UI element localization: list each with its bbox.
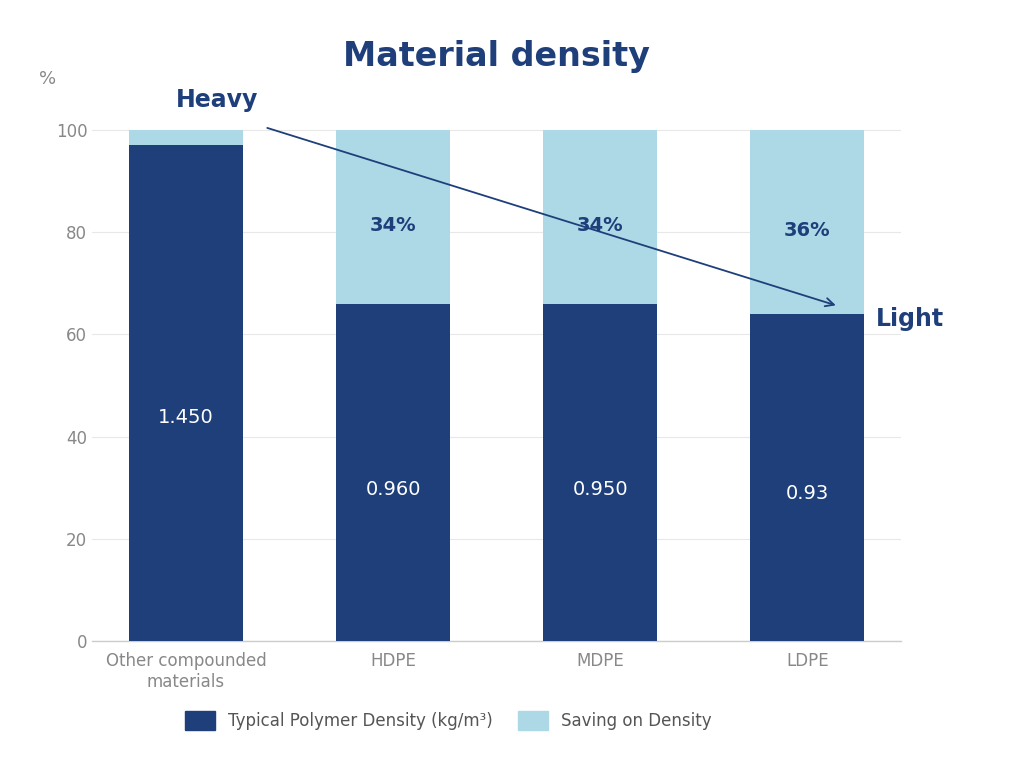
Bar [751, 314, 864, 641]
Bar [544, 130, 657, 303]
Bar [336, 303, 450, 641]
Text: 0.960: 0.960 [366, 480, 421, 499]
Text: 34%: 34% [370, 216, 417, 235]
Bar [544, 303, 657, 641]
Bar [336, 130, 450, 303]
Y-axis label: %: % [39, 70, 56, 88]
Bar [129, 130, 243, 145]
Text: Heavy: Heavy [175, 88, 258, 112]
Bar [129, 145, 243, 641]
Text: 34%: 34% [577, 216, 624, 235]
Text: 36%: 36% [784, 221, 830, 240]
Bar [751, 130, 864, 314]
Text: 0.93: 0.93 [785, 484, 829, 504]
Legend: Typical Polymer Density (kg/m³), Saving on Density: Typical Polymer Density (kg/m³), Saving … [178, 705, 718, 737]
Text: 1.450: 1.450 [158, 408, 214, 428]
Title: Material density: Material density [343, 40, 650, 73]
Text: Light: Light [876, 307, 944, 331]
Text: 0.950: 0.950 [572, 480, 628, 499]
